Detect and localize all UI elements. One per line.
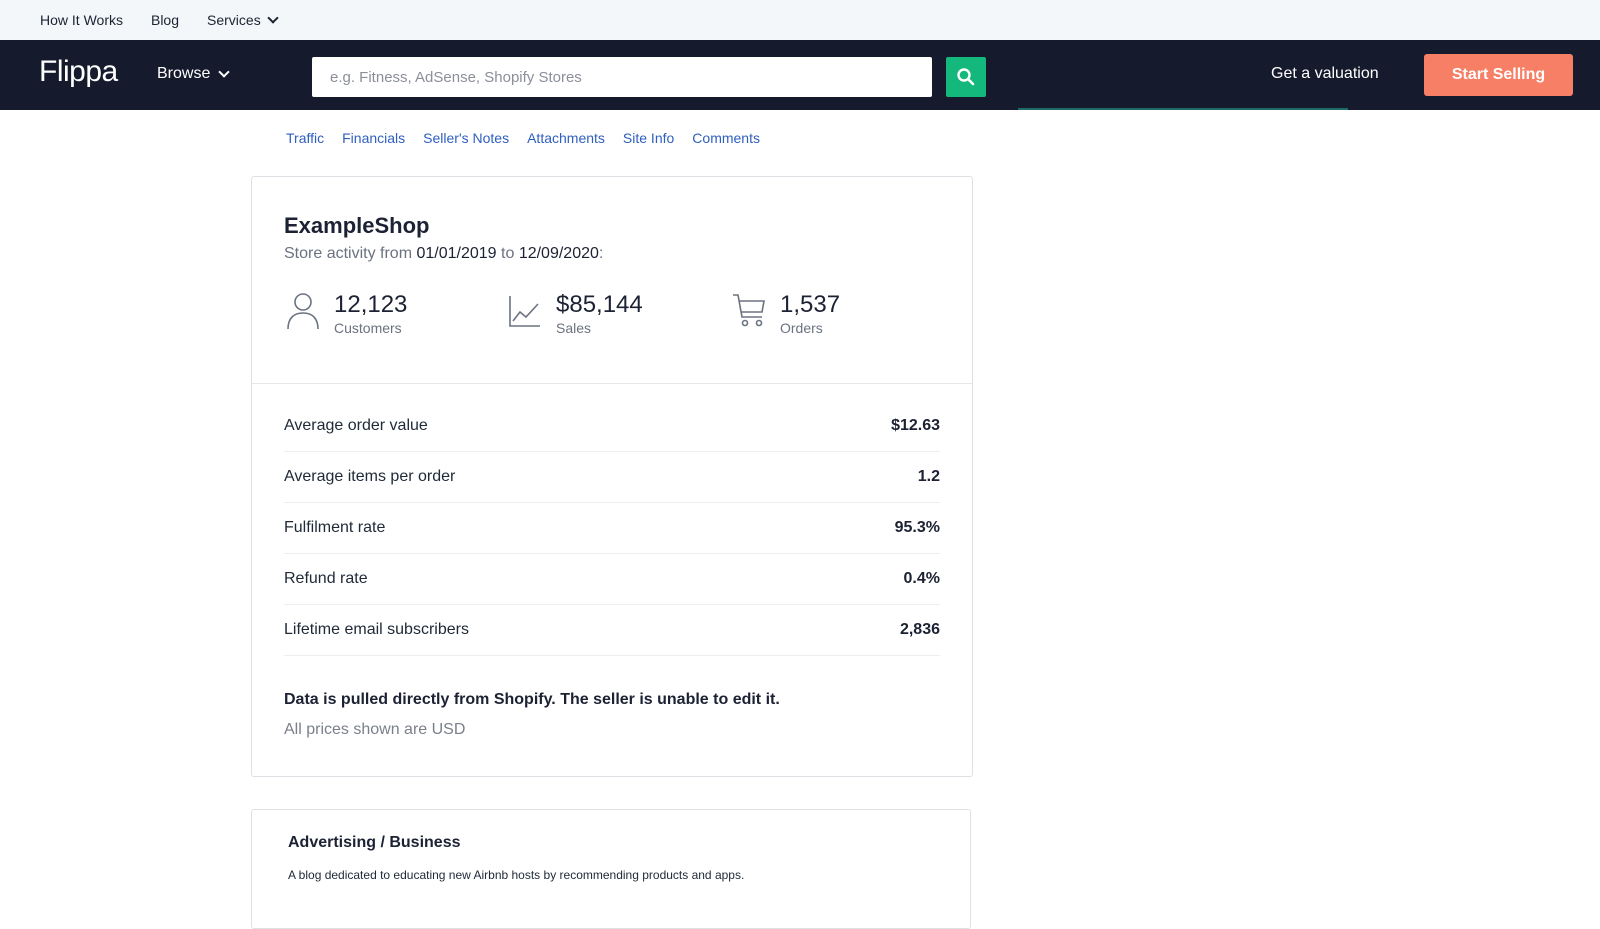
nav-how-it-works[interactable]: How It Works (40, 12, 123, 28)
metric-row: Average order value $12.63 (284, 401, 940, 452)
stat-customers: 12,123 Customers (284, 291, 407, 337)
tab-site-info[interactable]: Site Info (622, 130, 675, 146)
stat-orders-value: 1,537 (780, 291, 841, 318)
metric-label: Average order value (284, 417, 428, 434)
browse-menu[interactable]: Browse (157, 65, 231, 83)
shop-title: ExampleShop (284, 213, 430, 238)
stat-sales-value: $85,144 (556, 291, 643, 318)
store-activity-range: Store activity from 01/01/2019 to 12/09/… (284, 245, 603, 263)
activity-date-to: 12/09/2020 (518, 245, 599, 262)
stat-orders: 1,537 Orders (730, 291, 840, 337)
metric-value: $12.63 (891, 417, 940, 434)
section-divider (252, 383, 972, 384)
tab-comments[interactable]: Comments (692, 130, 760, 146)
shop-stats-card: ExampleShop Store activity from 01/01/20… (251, 176, 973, 777)
activity-date-from: 01/01/2019 (416, 245, 497, 262)
metric-label: Refund rate (284, 570, 368, 587)
main-header: Flippa Browse Get a valuation Start Sell… (0, 40, 1600, 110)
business-description: A blog dedicated to educating new Airbnb… (288, 868, 745, 882)
cart-icon (730, 291, 768, 331)
search-icon (957, 68, 975, 86)
line-chart-icon (506, 291, 544, 331)
metric-value: 0.4% (903, 570, 940, 587)
metric-row: Lifetime email subscribers 2,836 (284, 605, 940, 656)
listing-subnav: Traffic Financials Seller's Notes Attach… (286, 130, 760, 146)
metric-row: Fulfilment rate 95.3% (284, 503, 940, 554)
chevron-down-icon (267, 11, 279, 24)
get-valuation-link[interactable]: Get a valuation (1271, 65, 1379, 82)
activity-suffix: : (598, 245, 604, 262)
header-accent-line (1018, 108, 1348, 110)
person-icon (284, 291, 322, 331)
metric-value: 1.2 (917, 468, 940, 485)
tab-attachments[interactable]: Attachments (527, 130, 605, 146)
nav-blog[interactable]: Blog (150, 12, 180, 28)
stat-sales-label: Sales (556, 320, 592, 336)
metric-label: Lifetime email subscribers (284, 621, 469, 638)
start-selling-button[interactable]: Start Selling (1424, 54, 1573, 96)
chevron-down-icon (218, 65, 231, 78)
metric-label: Average items per order (284, 468, 456, 485)
top-utility-bar: How It Works Blog Services (0, 0, 1600, 40)
business-heading: Advertising / Business (288, 834, 461, 851)
stat-orders-label: Orders (780, 320, 823, 336)
tab-financials[interactable]: Financials (342, 130, 406, 146)
stat-customers-label: Customers (334, 320, 402, 336)
metric-row: Refund rate 0.4% (284, 554, 940, 605)
activity-mid: to (501, 245, 515, 262)
stats-row: 12,123 Customers $85,144 Sales (284, 291, 944, 341)
currency-note: All prices shown are USD (284, 721, 466, 738)
stat-sales: $85,144 Sales (506, 291, 643, 337)
flippa-logo[interactable]: Flippa (39, 55, 118, 88)
tab-sellers-notes[interactable]: Seller's Notes (423, 130, 510, 146)
search-button[interactable] (946, 57, 986, 97)
business-card: Advertising / Business A blog dedicated … (251, 809, 971, 929)
metric-label: Fulfilment rate (284, 519, 386, 536)
browse-label: Browse (157, 65, 211, 82)
nav-services[interactable]: Services (207, 11, 279, 28)
metric-row: Average items per order 1.2 (284, 452, 940, 503)
tab-traffic[interactable]: Traffic (286, 130, 325, 146)
search-input[interactable] (312, 57, 932, 97)
metric-value: 2,836 (899, 621, 940, 638)
metric-value: 95.3% (894, 519, 940, 536)
shopify-data-note: Data is pulled directly from Shopify. Th… (284, 691, 780, 708)
stat-customers-value: 12,123 (334, 291, 408, 318)
activity-prefix: Store activity from (284, 245, 413, 262)
nav-services-label: Services (207, 12, 261, 28)
metrics-list: Average order value $12.63 Average items… (284, 401, 940, 656)
